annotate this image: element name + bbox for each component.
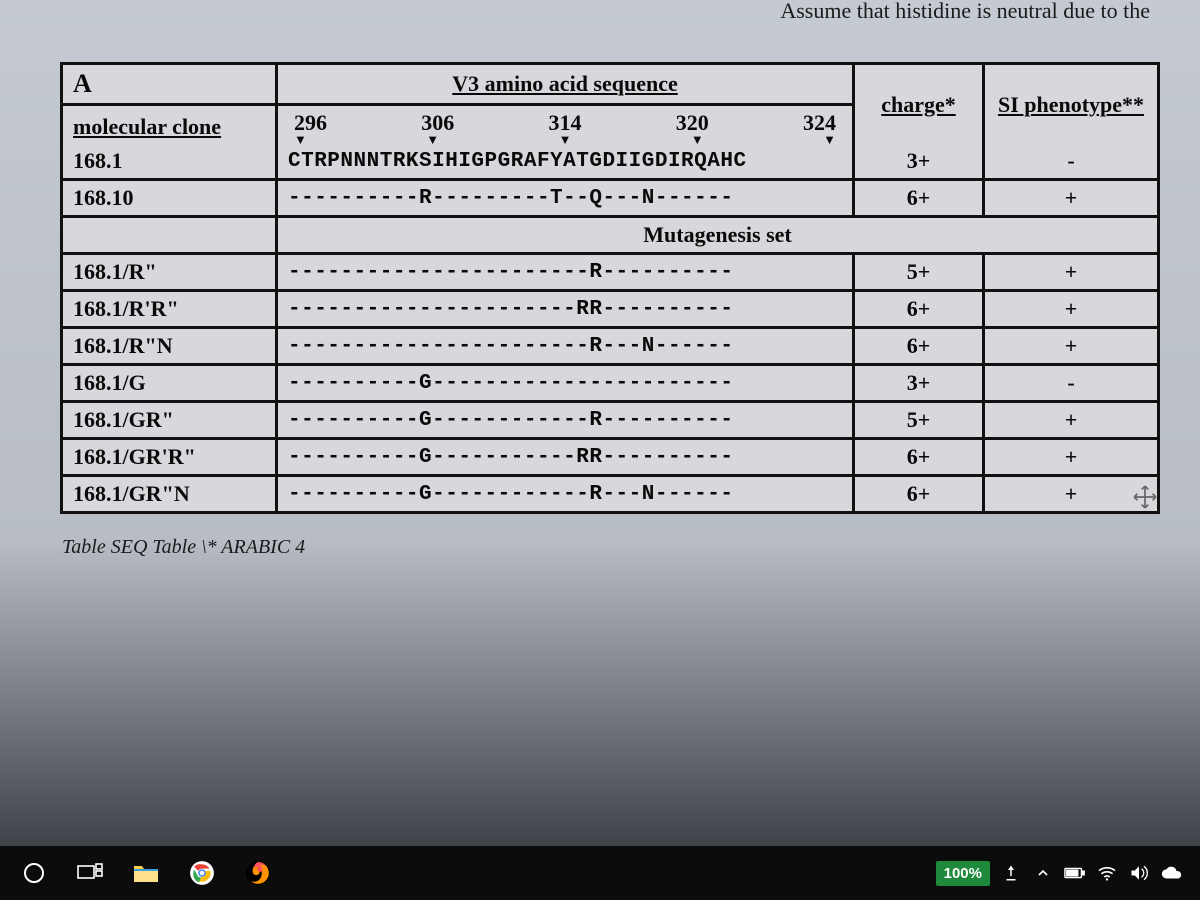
taskbar-right: 100% xyxy=(936,861,1192,886)
table-row: 168.1/R" -----------------------R-------… xyxy=(62,254,1159,291)
taskbar-left xyxy=(8,850,284,896)
clone-cell: 168.1/GR" xyxy=(62,402,277,439)
clone-cell: 168.1/R'R" xyxy=(62,291,277,328)
cortana-circle-icon[interactable] xyxy=(8,850,60,896)
col-header-molecular-clone: molecular clone xyxy=(62,105,277,145)
table-row: 168.1/GR" ----------G------------R------… xyxy=(62,402,1159,439)
table-corner-label: A xyxy=(62,64,277,105)
windows-taskbar: 100% xyxy=(0,846,1200,900)
table-caption: Table SEQ Table \* ARABIC 4 xyxy=(60,536,1160,559)
table-row: 168.1/R"N -----------------------R---N--… xyxy=(62,328,1159,365)
clone-cell: 168.1/G xyxy=(62,365,277,402)
si-cell: + xyxy=(984,291,1159,328)
mutagenesis-blank xyxy=(62,217,277,254)
charge-cell: 6+ xyxy=(854,439,984,476)
firefox-icon[interactable] xyxy=(232,850,284,896)
volume-icon[interactable] xyxy=(1128,862,1150,884)
charge-cell: 5+ xyxy=(854,254,984,291)
sequence-position-markers: 296 306 314 320 324 ▼▼▼▼▼ xyxy=(277,105,854,145)
document-area: Assume that histidine is neutral due to … xyxy=(0,0,1200,846)
clone-cell: 168.1 xyxy=(62,144,277,180)
table-row: 168.1/GR"N ----------G------------R---N-… xyxy=(62,476,1159,513)
col-header-si: SI phenotype** xyxy=(984,64,1159,145)
table-row: 168.1 CTRPNNNTRKSIHIGPGRAFYATGDIIGDIRQAH… xyxy=(62,144,1159,180)
charge-cell: 6+ xyxy=(854,180,984,217)
move-handle-icon[interactable] xyxy=(1130,482,1160,512)
si-cell: + xyxy=(984,439,1159,476)
charge-cell: 6+ xyxy=(854,476,984,513)
si-cell: - xyxy=(984,144,1159,180)
task-view-icon[interactable] xyxy=(64,850,116,896)
si-cell: + xyxy=(984,402,1159,439)
table-row: 168.1/GR'R" ----------G-----------RR----… xyxy=(62,439,1159,476)
sequence-cell: ----------G------------R---------- xyxy=(277,402,854,439)
charge-cell: 6+ xyxy=(854,291,984,328)
zoom-level-badge[interactable]: 100% xyxy=(936,861,990,886)
clipped-body-text: Assume that histidine is neutral due to … xyxy=(60,0,1160,22)
sequence-cell: ----------G----------------------- xyxy=(277,365,854,402)
clone-cell: 168.10 xyxy=(62,180,277,217)
si-cell: + xyxy=(984,180,1159,217)
wifi-icon[interactable] xyxy=(1096,862,1118,884)
onedrive-icon[interactable] xyxy=(1160,862,1182,884)
usb-eject-icon[interactable] xyxy=(1000,862,1022,884)
file-explorer-icon[interactable] xyxy=(120,850,172,896)
clone-cell: 168.1/R"N xyxy=(62,328,277,365)
chevron-up-icon[interactable] xyxy=(1032,862,1054,884)
table-row: 168.1/G ----------G---------------------… xyxy=(62,365,1159,402)
table-row: 168.10 ----------R---------T--Q---N-----… xyxy=(62,180,1159,217)
sequence-cell: -----------------------R---N------ xyxy=(277,328,854,365)
charge-cell: 6+ xyxy=(854,328,984,365)
chrome-icon[interactable] xyxy=(176,850,228,896)
si-cell: + xyxy=(984,328,1159,365)
sequence-cell: ----------G-----------RR---------- xyxy=(277,439,854,476)
charge-cell: 3+ xyxy=(854,365,984,402)
clone-cell: 168.1/GR'R" xyxy=(62,439,277,476)
mutagenesis-header: Mutagenesis set xyxy=(277,217,1159,254)
charge-cell: 3+ xyxy=(854,144,984,180)
v3-sequence-table: A V3 amino acid sequence charge* SI phen… xyxy=(60,62,1160,514)
si-cell: - xyxy=(984,365,1159,402)
charge-cell: 5+ xyxy=(854,402,984,439)
table-row: 168.1/R'R" ----------------------RR-----… xyxy=(62,291,1159,328)
battery-icon[interactable] xyxy=(1064,862,1086,884)
clone-cell: 168.1/R" xyxy=(62,254,277,291)
table-seq-header: V3 amino acid sequence xyxy=(277,64,854,105)
sequence-cell: ----------------------RR---------- xyxy=(277,291,854,328)
sequence-cell: -----------------------R---------- xyxy=(277,254,854,291)
sequence-cell: ----------R---------T--Q---N------ xyxy=(277,180,854,217)
col-header-charge: charge* xyxy=(854,64,984,145)
sequence-cell: ----------G------------R---N------ xyxy=(277,476,854,513)
clone-cell: 168.1/GR"N xyxy=(62,476,277,513)
si-cell: + xyxy=(984,254,1159,291)
sequence-cell: CTRPNNNTRKSIHIGPGRAFYATGDIIGDIRQAHC xyxy=(277,144,854,180)
